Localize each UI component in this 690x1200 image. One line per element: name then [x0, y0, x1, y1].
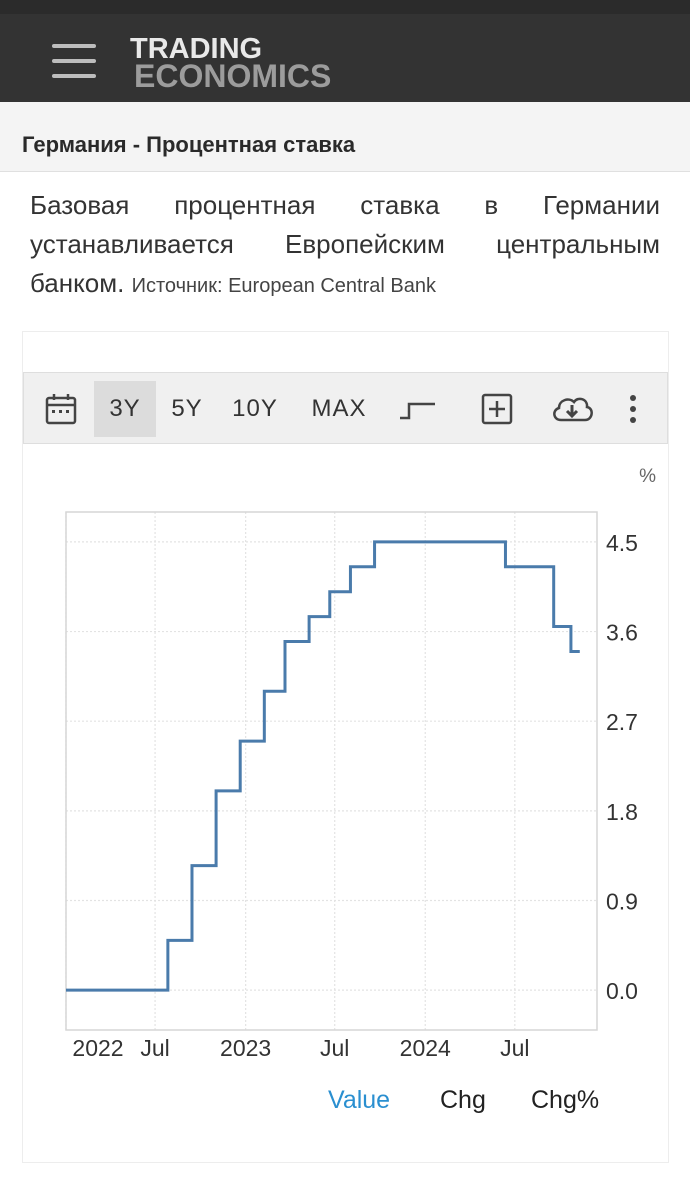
legend-value[interactable]: Value [328, 1086, 391, 1114]
calendar-icon[interactable] [38, 381, 84, 437]
trading-economics-logo[interactable]: TRADING ECONOMICS [130, 33, 332, 94]
description-text: Базовая процентная ставка в Германии уст… [30, 190, 660, 298]
source-text: Источник: European Central Bank [131, 275, 436, 297]
legend-chg-percent[interactable]: Chg% [531, 1086, 600, 1114]
page-description: Базовая процентная ставка в Германии уст… [30, 186, 660, 306]
hamburger-menu-icon[interactable] [52, 44, 96, 78]
legend-chg[interactable]: Chg [440, 1086, 486, 1114]
page-title: Германия - Процентная ставка [22, 132, 356, 157]
chart-toolbar: 3Y 5Y 10Y MAX [23, 372, 668, 444]
range-10y-button[interactable]: 10Y [232, 395, 278, 422]
top-navigation-bar: TRADING ECONOMICS [0, 0, 690, 102]
range-3y-button[interactable]: 3Y [94, 381, 156, 437]
page-title-bar: Германия - Процентная ставка [0, 102, 690, 172]
range-max-button[interactable]: MAX [311, 395, 367, 422]
logo-line-2: ECONOMICS [134, 58, 332, 94]
step-line-icon[interactable] [394, 381, 442, 437]
more-vertical-icon[interactable] [618, 381, 648, 437]
cloud-download-icon[interactable] [546, 381, 598, 437]
chart-card [22, 331, 669, 1163]
logo-line-1: TRADING [130, 33, 263, 65]
range-5y-button[interactable]: 5Y [171, 395, 203, 422]
plus-box-icon[interactable] [474, 381, 520, 437]
status-strip [0, 0, 690, 14]
